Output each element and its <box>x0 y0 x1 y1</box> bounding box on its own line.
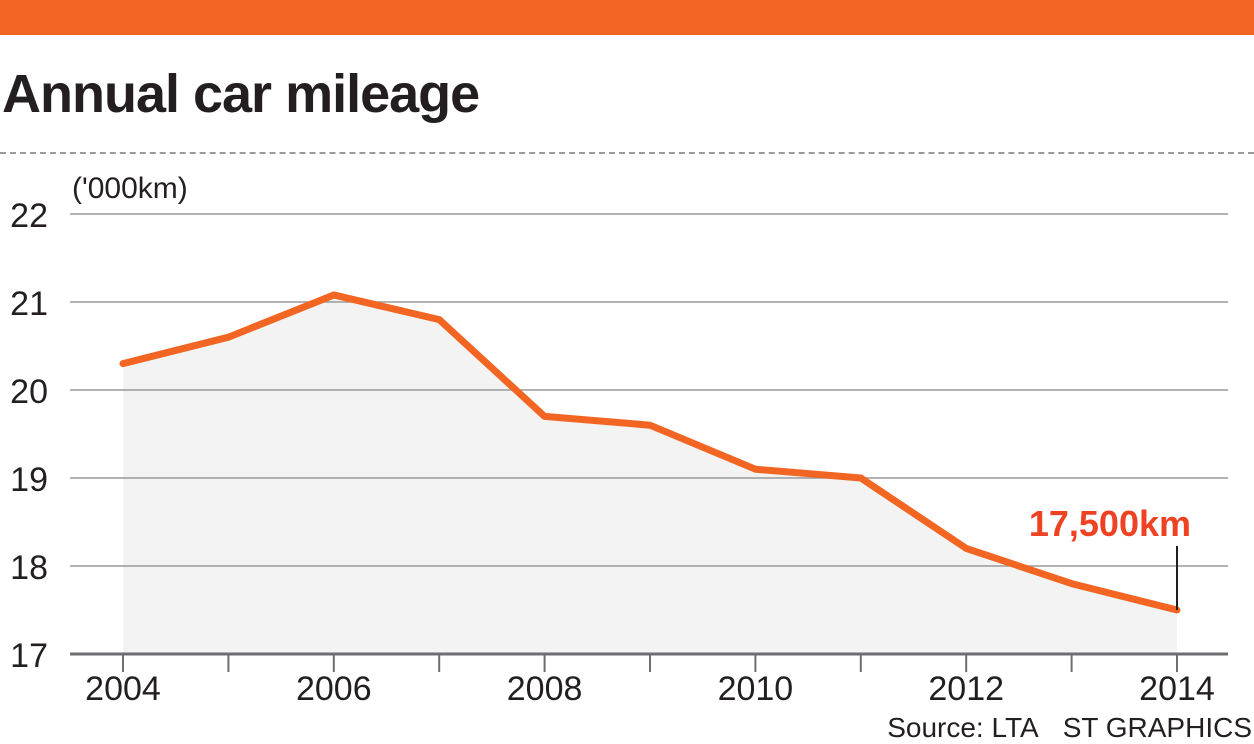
data-point <box>436 316 443 323</box>
x-tick-label: 2014 <box>1139 670 1215 708</box>
data-point <box>1068 580 1075 587</box>
x-tick-label: 2006 <box>296 670 372 708</box>
x-tick-label: 2008 <box>507 670 583 708</box>
data-point <box>963 545 970 552</box>
y-unit-label: ('000km) <box>72 172 188 205</box>
area-fill <box>123 294 1177 654</box>
y-tick-label: 20 <box>10 373 48 411</box>
y-tick-label: 17 <box>10 637 48 675</box>
data-point <box>752 466 759 473</box>
title-divider <box>0 152 1254 154</box>
y-tick-label: 22 <box>10 197 48 235</box>
top-accent-bar <box>0 0 1254 35</box>
credit-text: ST GRAPHICS <box>1062 712 1252 743</box>
source-text: Source: LTA <box>887 712 1039 743</box>
data-point <box>647 422 653 429</box>
data-point <box>330 291 337 298</box>
annotation-label: 17,500km <box>1029 503 1191 544</box>
y-tick-label: 18 <box>10 549 48 587</box>
data-point <box>857 475 864 481</box>
data-point <box>541 413 548 420</box>
y-tick-label: 21 <box>10 285 48 323</box>
x-tick-label: 2004 <box>85 670 161 708</box>
x-tick-label: 2010 <box>718 670 794 708</box>
chart-title: Annual car mileage <box>2 64 480 124</box>
y-tick-label: 19 <box>10 461 48 499</box>
source-line: Source: LTA ST GRAPHICS <box>887 712 1252 744</box>
x-tick-label: 2012 <box>928 670 1004 708</box>
data-point <box>120 360 126 367</box>
data-point <box>225 334 232 341</box>
